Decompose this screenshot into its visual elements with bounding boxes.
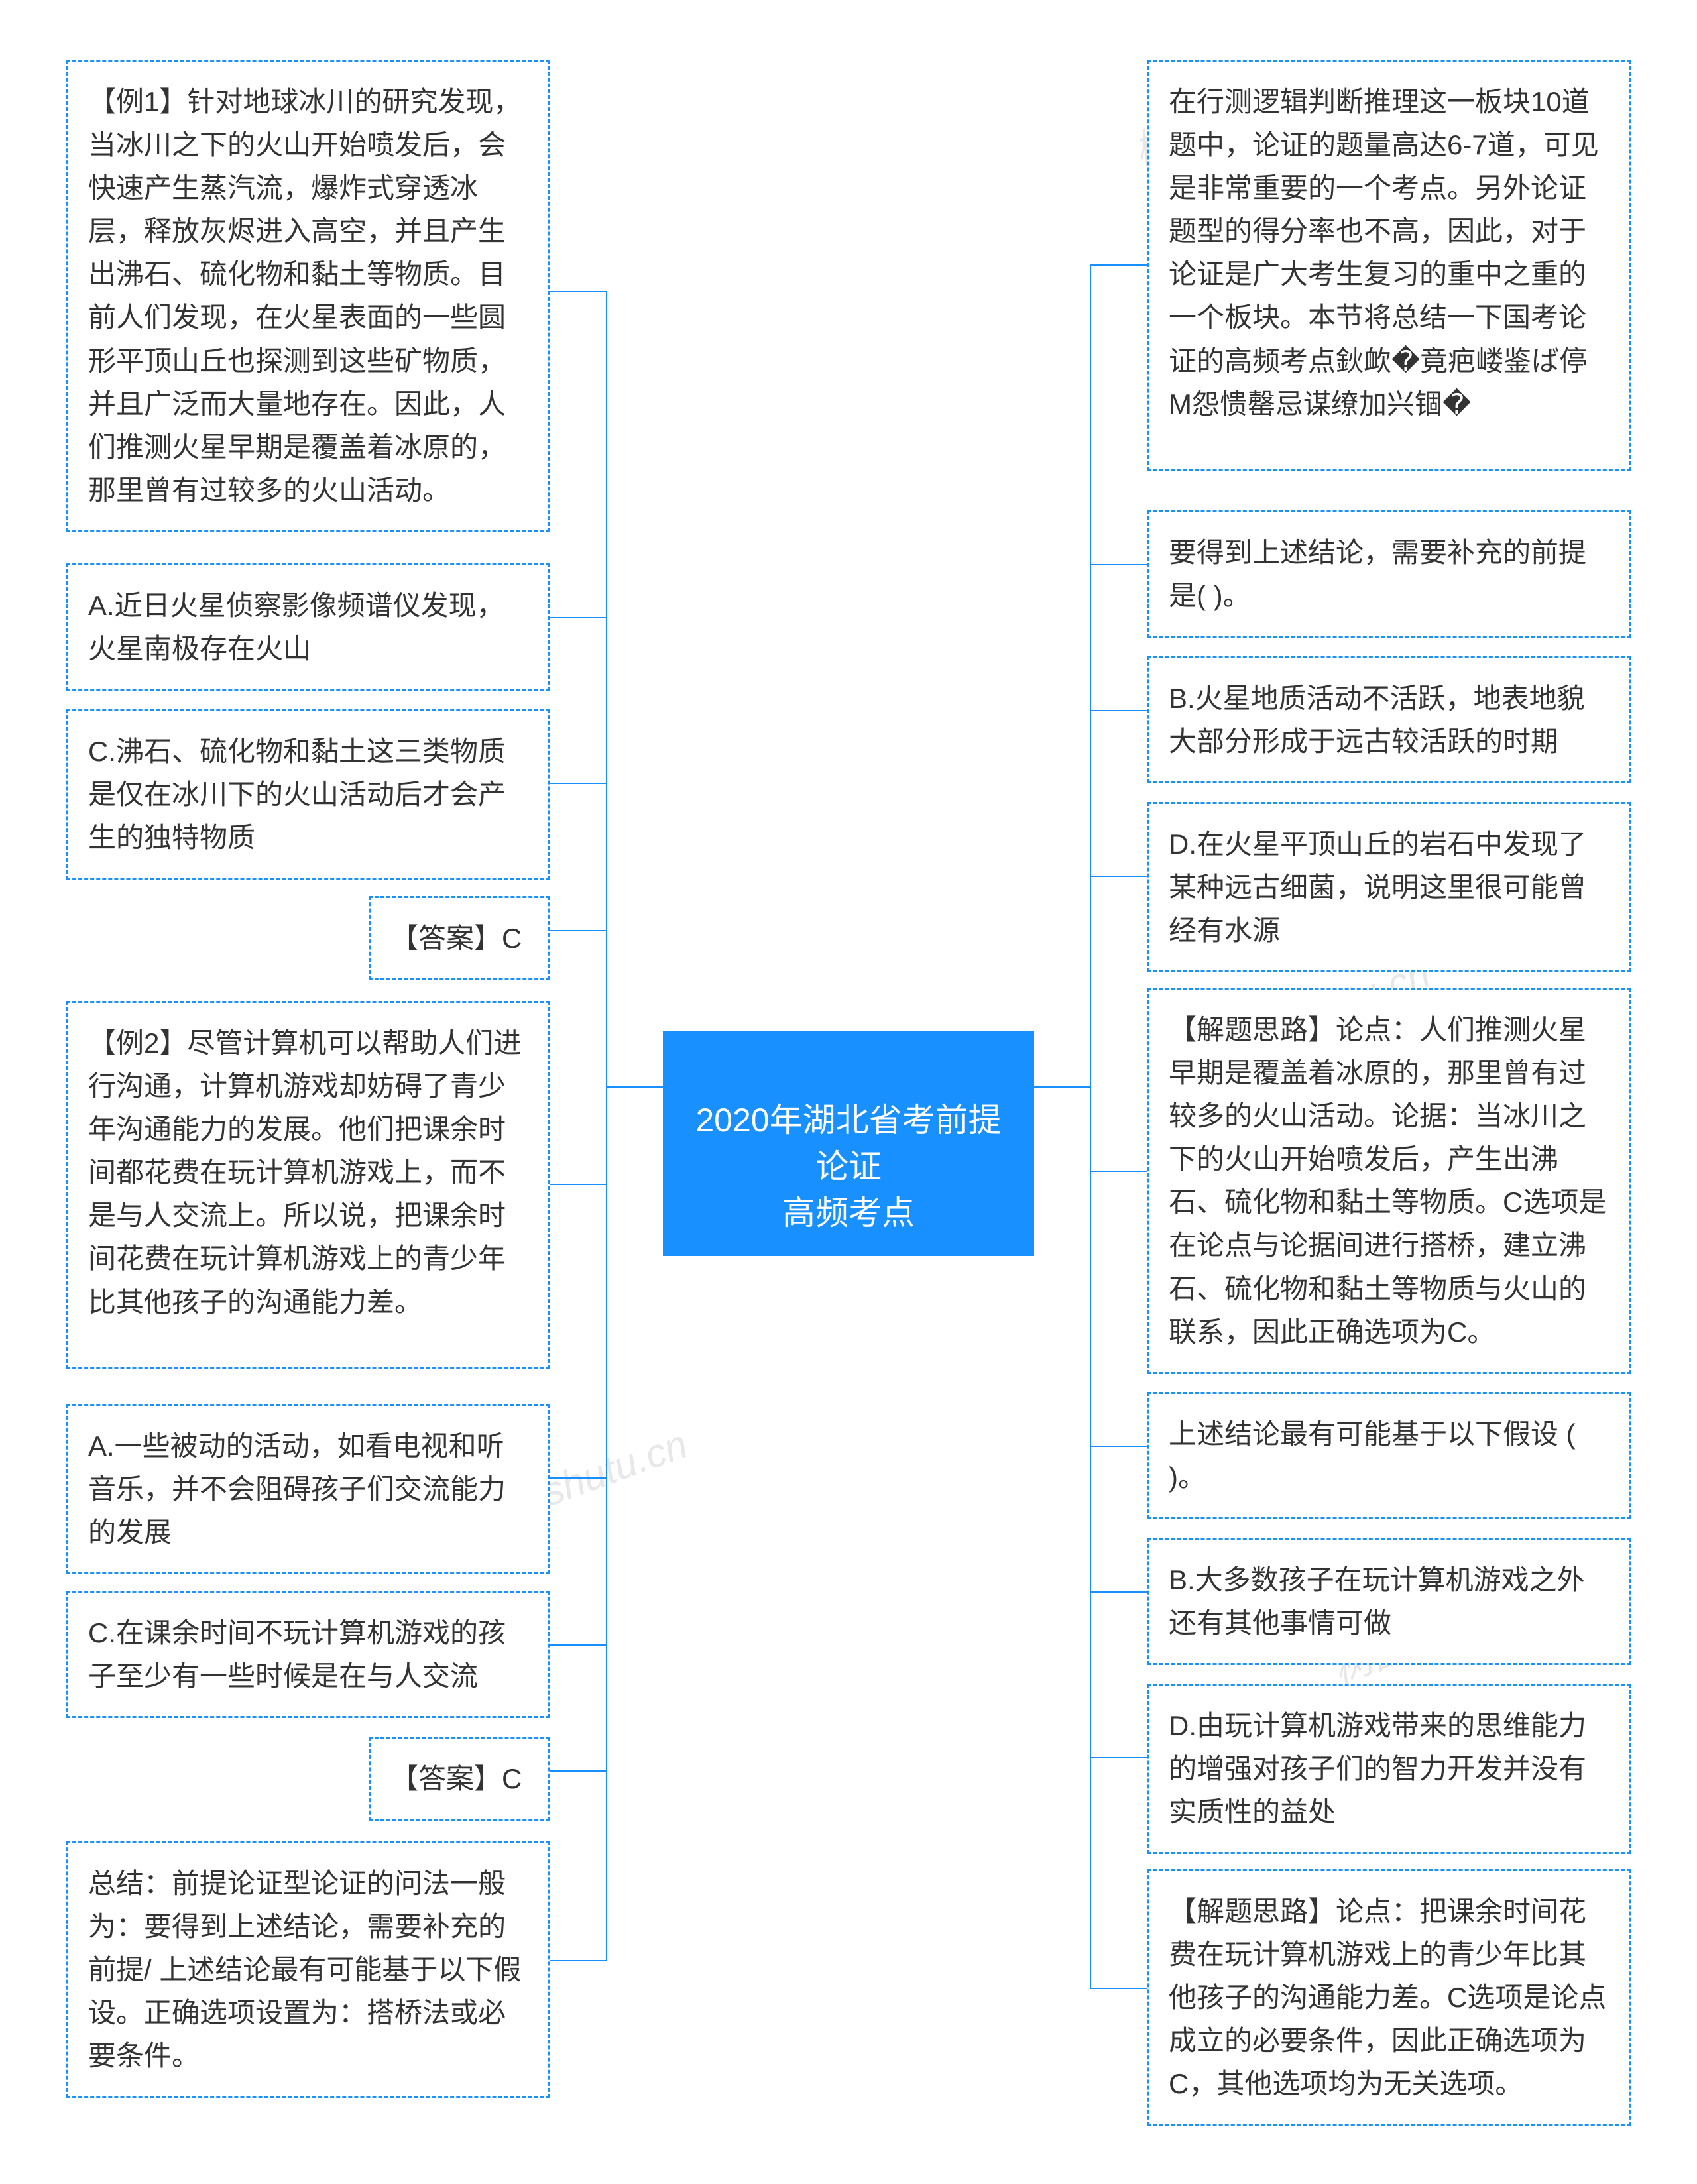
mindmap-node-R8: D.由玩计算机游戏带来的思维能力的增强对孩子们的智力开发并没有实质性的益处 <box>1147 1684 1631 1854</box>
node-text: 在行测逻辑判断推理这一板块10道题中，论证的题量高达6-7道，可见是非常重要的一… <box>1169 86 1599 420</box>
node-text: 要得到上述结论，需要补充的前提是( )。 <box>1169 537 1586 611</box>
center-root-node: 2020年湖北省考前提论证 高频考点 <box>663 1031 1034 1256</box>
mindmap-node-R6: 上述结论最有可能基于以下假设 ( )。 <box>1147 1392 1631 1519</box>
mindmap-node-R4: D.在火星平顶山丘的岩石中发现了某种远古细菌，说明这里很可能曾经有水源 <box>1147 802 1631 972</box>
mindmap-node-R9: 【解题思路】论点：把课余时间花费在玩计算机游戏上的青少年比其他孩子的沟通能力差。… <box>1147 1869 1631 2126</box>
node-text: A.近日火星侦察影像频谱仪发现，火星南极存在火山 <box>88 590 504 664</box>
mindmap-node-L8: 【答案】C <box>369 1737 550 1821</box>
mindmap-node-L5: 【例2】尽管计算机可以帮助人们进行沟通，计算机游戏却妨碍了青少年沟通能力的发展。… <box>66 1001 550 1369</box>
node-text: 上述结论最有可能基于以下假设 ( )。 <box>1169 1418 1576 1493</box>
node-text: B.大多数孩子在玩计算机游戏之外还有其他事情可做 <box>1169 1564 1585 1638</box>
node-text: 【例1】针对地球冰川的研究发现，当冰川之下的火山开始喷发后，会快速产生蒸汽流，爆… <box>88 86 521 506</box>
node-text: D.在火星平顶山丘的岩石中发现了某种远古细菌，说明这里很可能曾经有水源 <box>1169 829 1586 946</box>
node-text: 【例2】尽管计算机可以帮助人们进行沟通，计算机游戏却妨碍了青少年沟通能力的发展。… <box>88 1027 521 1318</box>
mindmap-node-L9: 总结：前提论证型论证的问法一般为：要得到上述结论，需要补充的前提/ 上述结论最有… <box>66 1841 550 2098</box>
mindmap-node-R7: B.大多数孩子在玩计算机游戏之外还有其他事情可做 <box>1147 1538 1631 1665</box>
mindmap-node-R1: 在行测逻辑判断推理这一板块10道题中，论证的题量高达6-7道，可见是非常重要的一… <box>1147 60 1631 471</box>
node-text: 【解题思路】论点：人们推测火星早期是覆盖着冰原的，那里曾有过较多的火山活动。论据… <box>1169 1014 1606 1348</box>
mindmap-node-R2: 要得到上述结论，需要补充的前提是( )。 <box>1147 510 1631 638</box>
mindmap-node-L1: 【例1】针对地球冰川的研究发现，当冰川之下的火山开始喷发后，会快速产生蒸汽流，爆… <box>66 60 550 532</box>
mindmap-node-L7: C.在课余时间不玩计算机游戏的孩子至少有一些时候是在与人交流 <box>66 1591 550 1718</box>
node-text: C.在课余时间不玩计算机游戏的孩子至少有一些时候是在与人交流 <box>88 1617 506 1692</box>
mindmap-node-R3: B.火星地质活动不活跃，地表地貌大部分形成于远古较活跃的时期 <box>1147 656 1631 783</box>
node-text: 总结：前提论证型论证的问法一般为：要得到上述结论，需要补充的前提/ 上述结论最有… <box>88 1868 521 2071</box>
node-text: A.一些被动的活动，如看电视和听音乐，并不会阻碍孩子们交流能力的发展 <box>88 1430 506 1548</box>
node-text: 【答案】C <box>390 1763 522 1794</box>
mindmap-node-L6: A.一些被动的活动，如看电视和听音乐，并不会阻碍孩子们交流能力的发展 <box>66 1404 550 1574</box>
mindmap-node-L4: 【答案】C <box>369 896 550 980</box>
mindmap-node-L3: C.沸石、硫化物和黏土这三类物质是仅在冰川下的火山活动后才会产生的独特物质 <box>66 709 550 880</box>
node-text: D.由玩计算机游戏带来的思维能力的增强对孩子们的智力开发并没有实质性的益处 <box>1169 1710 1586 1827</box>
mindmap-node-R5: 【解题思路】论点：人们推测火星早期是覆盖着冰原的，那里曾有过较多的火山活动。论据… <box>1147 988 1631 1374</box>
mindmap-node-L2: A.近日火星侦察影像频谱仪发现，火星南极存在火山 <box>66 563 550 691</box>
center-root-text: 2020年湖北省考前提论证 高频考点 <box>695 1102 1001 1232</box>
node-text: C.沸石、硫化物和黏土这三类物质是仅在冰川下的火山活动后才会产生的独特物质 <box>88 736 506 853</box>
node-text: 【答案】C <box>390 923 522 954</box>
node-text: 【解题思路】论点：把课余时间花费在玩计算机游戏上的青少年比其他孩子的沟通能力差。… <box>1169 1896 1606 2099</box>
node-text: B.火星地质活动不活跃，地表地貌大部分形成于远古较活跃的时期 <box>1169 683 1585 757</box>
